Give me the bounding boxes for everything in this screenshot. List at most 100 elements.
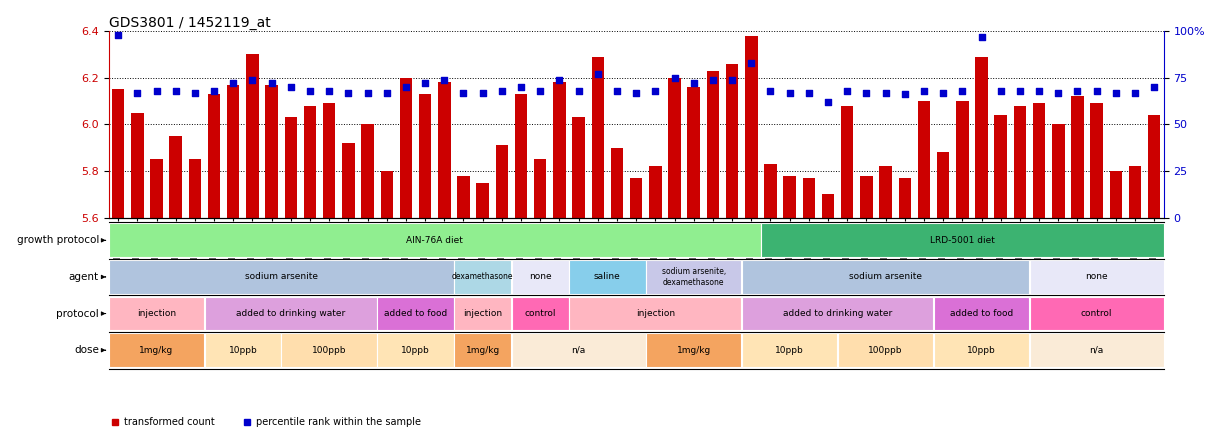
Bar bbox=[841, 106, 854, 218]
Point bbox=[415, 80, 434, 87]
Bar bbox=[455, 297, 511, 330]
Bar bbox=[112, 89, 124, 218]
Text: injection: injection bbox=[137, 309, 176, 318]
Point bbox=[1067, 87, 1087, 94]
Point bbox=[1125, 89, 1144, 96]
Point bbox=[972, 33, 991, 40]
Bar bbox=[569, 297, 742, 330]
Text: LRD-5001 diet: LRD-5001 diet bbox=[930, 236, 995, 245]
Bar bbox=[879, 166, 891, 218]
Text: 1mg/kg: 1mg/kg bbox=[466, 346, 499, 355]
Point bbox=[742, 59, 761, 66]
Bar bbox=[1030, 333, 1164, 367]
Bar bbox=[765, 164, 777, 218]
Bar bbox=[227, 85, 240, 218]
Point bbox=[358, 89, 377, 96]
Point bbox=[1087, 87, 1106, 94]
Text: 1mg/kg: 1mg/kg bbox=[677, 346, 710, 355]
Bar bbox=[646, 333, 742, 367]
Bar bbox=[821, 194, 835, 218]
Text: 10ppb: 10ppb bbox=[775, 346, 804, 355]
Text: added to food: added to food bbox=[384, 309, 447, 318]
Bar bbox=[1032, 103, 1046, 218]
Bar bbox=[1030, 297, 1164, 330]
Point bbox=[242, 76, 262, 83]
Bar bbox=[377, 297, 453, 330]
Bar bbox=[803, 178, 815, 218]
Bar bbox=[399, 78, 412, 218]
Text: none: none bbox=[1085, 273, 1108, 281]
Bar bbox=[455, 333, 511, 367]
Bar bbox=[381, 171, 393, 218]
Point bbox=[1048, 89, 1069, 96]
Text: 10ppb: 10ppb bbox=[967, 346, 996, 355]
Point bbox=[800, 89, 819, 96]
Text: 100ppb: 100ppb bbox=[312, 346, 346, 355]
Point bbox=[262, 80, 281, 87]
Point bbox=[684, 80, 703, 87]
Point bbox=[761, 87, 780, 94]
Point bbox=[453, 89, 473, 96]
Point bbox=[703, 76, 722, 83]
Bar bbox=[343, 143, 355, 218]
Text: sodium arsenite: sodium arsenite bbox=[849, 273, 923, 281]
Bar bbox=[630, 178, 643, 218]
Bar bbox=[1110, 171, 1122, 218]
Point bbox=[166, 87, 186, 94]
Point bbox=[473, 89, 492, 96]
Bar bbox=[838, 333, 933, 367]
Bar bbox=[937, 152, 949, 218]
Point bbox=[109, 31, 128, 38]
Point bbox=[837, 87, 856, 94]
Text: dose: dose bbox=[74, 345, 99, 355]
Bar bbox=[933, 333, 1029, 367]
Point bbox=[511, 83, 531, 91]
Bar bbox=[646, 260, 742, 294]
Bar bbox=[761, 223, 1164, 257]
Point bbox=[665, 74, 684, 81]
Point bbox=[933, 89, 953, 96]
Text: n/a: n/a bbox=[1089, 346, 1103, 355]
Bar bbox=[569, 260, 645, 294]
Bar bbox=[668, 78, 680, 218]
Bar bbox=[687, 87, 699, 218]
Point bbox=[434, 76, 453, 83]
Bar bbox=[554, 83, 566, 218]
Bar bbox=[995, 115, 1007, 218]
Bar bbox=[1014, 106, 1026, 218]
Point bbox=[608, 87, 627, 94]
Bar bbox=[726, 64, 738, 218]
Text: growth protocol: growth protocol bbox=[17, 235, 99, 246]
Bar bbox=[610, 148, 624, 218]
Text: saline: saline bbox=[595, 273, 621, 281]
Bar bbox=[933, 297, 1029, 330]
Bar bbox=[1148, 115, 1160, 218]
Bar bbox=[1129, 166, 1141, 218]
Point bbox=[204, 87, 224, 94]
Text: 10ppb: 10ppb bbox=[402, 346, 429, 355]
Point bbox=[1106, 89, 1125, 96]
Bar bbox=[918, 101, 930, 218]
Text: percentile rank within the sample: percentile rank within the sample bbox=[256, 417, 421, 427]
Point bbox=[569, 87, 589, 94]
Point bbox=[339, 89, 358, 96]
Bar bbox=[207, 94, 221, 218]
Bar bbox=[1030, 260, 1164, 294]
Text: 10ppb: 10ppb bbox=[228, 346, 257, 355]
Point bbox=[397, 83, 416, 91]
Bar bbox=[109, 223, 761, 257]
Point bbox=[128, 89, 147, 96]
Bar bbox=[151, 159, 163, 218]
Bar bbox=[742, 333, 837, 367]
Point bbox=[147, 87, 166, 94]
Point bbox=[991, 87, 1011, 94]
Text: added to food: added to food bbox=[950, 309, 1013, 318]
Bar bbox=[956, 101, 968, 218]
Text: 1mg/kg: 1mg/kg bbox=[140, 346, 174, 355]
Point bbox=[300, 87, 320, 94]
Bar bbox=[573, 117, 585, 218]
Point bbox=[531, 87, 550, 94]
Bar bbox=[707, 71, 719, 218]
Point bbox=[589, 71, 608, 78]
Text: injection: injection bbox=[636, 309, 675, 318]
